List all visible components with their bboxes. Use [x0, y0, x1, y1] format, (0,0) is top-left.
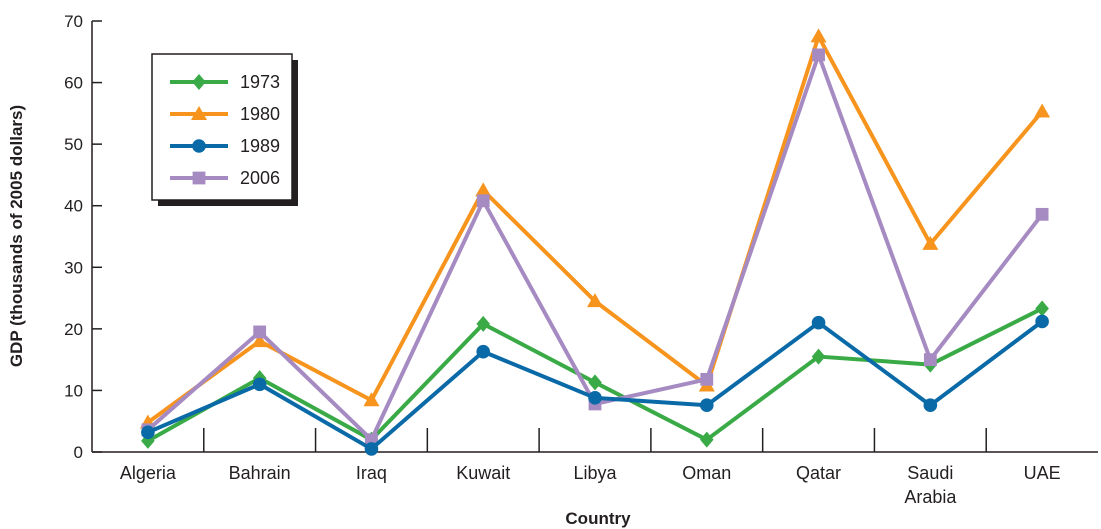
x-tick-label: Saudi — [907, 463, 953, 483]
y-tick-label: 20 — [64, 320, 83, 339]
data-point-1980 — [587, 293, 603, 308]
legend-item-1980: 1980 — [170, 104, 280, 124]
legend-item-1989: 1989 — [170, 136, 280, 156]
data-point-2006 — [253, 325, 267, 339]
y-axis: 0 10 20 30 40 50 60 70 — [64, 12, 102, 462]
y-tick-label: 0 — [74, 443, 83, 462]
data-point-1989 — [364, 442, 379, 456]
x-tick-label: Qatar — [796, 463, 841, 483]
y-axis-title: GDP (thousands of 2005 dollars) — [7, 105, 26, 367]
x-tick-label: Libya — [573, 463, 617, 483]
x-tick-label: Bahrain — [229, 463, 291, 483]
data-point-1973 — [476, 315, 491, 332]
legend-swatch-marker — [192, 74, 206, 90]
y-tick-label: 10 — [64, 381, 83, 400]
series-1973 — [141, 300, 1049, 449]
legend: 1973 1980 1989 2006 — [151, 53, 298, 206]
y-tick-label: 50 — [64, 135, 83, 154]
x-axis-title: Country — [565, 509, 631, 528]
data-point-1989 — [699, 398, 714, 413]
data-point-1989 — [1035, 314, 1049, 329]
legend-label: 1989 — [240, 136, 280, 156]
data-point-1980 — [475, 182, 492, 197]
data-point-1973 — [588, 374, 602, 391]
data-point-2006 — [700, 372, 714, 386]
data-point-1973 — [811, 348, 826, 365]
data-point-2006 — [365, 433, 378, 447]
data-point-1989 — [811, 315, 826, 330]
data-point-1980 — [922, 235, 939, 250]
data-point-1980 — [363, 392, 380, 407]
data-point-2006 — [476, 194, 490, 208]
x-tick-label: Algeria — [120, 463, 177, 483]
y-tick-label: 40 — [64, 197, 83, 216]
data-point-2006 — [1035, 207, 1049, 221]
y-tick-label: 30 — [64, 258, 83, 277]
y-tick-label: 70 — [64, 12, 83, 31]
legend-items: 1973 1980 1989 2006 — [170, 72, 280, 188]
series-layer — [139, 28, 1051, 456]
x-tick-label: Oman — [682, 463, 731, 483]
data-point-1973 — [699, 431, 714, 448]
legend-label: 1973 — [240, 72, 280, 92]
x-tick-label: Iraq — [356, 463, 387, 483]
x-tick-label: Kuwait — [456, 463, 510, 483]
legend-swatch-marker — [192, 171, 206, 185]
data-point-1989 — [476, 344, 491, 359]
data-point-1973 — [1035, 300, 1049, 317]
legend-item-2006: 2006 — [170, 168, 280, 188]
y-tick-label: 60 — [64, 74, 83, 93]
legend-swatch-marker — [192, 139, 206, 153]
legend-box — [151, 53, 293, 201]
data-point-1980 — [1034, 103, 1051, 118]
legend-label: 2006 — [240, 168, 280, 188]
data-point-1989 — [588, 391, 602, 405]
legend-label: 1980 — [240, 104, 280, 124]
data-point-1989 — [141, 425, 155, 440]
data-point-1980 — [251, 333, 268, 348]
legend-item-1973: 1973 — [170, 72, 280, 92]
legend-swatch-marker — [191, 106, 207, 120]
data-point-1989 — [252, 377, 267, 392]
data-point-1980 — [810, 28, 827, 43]
series-1980 — [139, 28, 1051, 429]
series-1989 — [141, 314, 1049, 456]
x-tick-label: Arabia — [904, 487, 957, 507]
data-point-2006 — [812, 48, 825, 62]
x-axis: Algeria Bahrain Iraq Kuwait Libya Oman Qatar Sa… — [92, 428, 1098, 507]
data-point-1989 — [923, 398, 938, 413]
data-point-2006 — [923, 353, 937, 367]
x-tick-label: UAE — [1024, 463, 1061, 483]
